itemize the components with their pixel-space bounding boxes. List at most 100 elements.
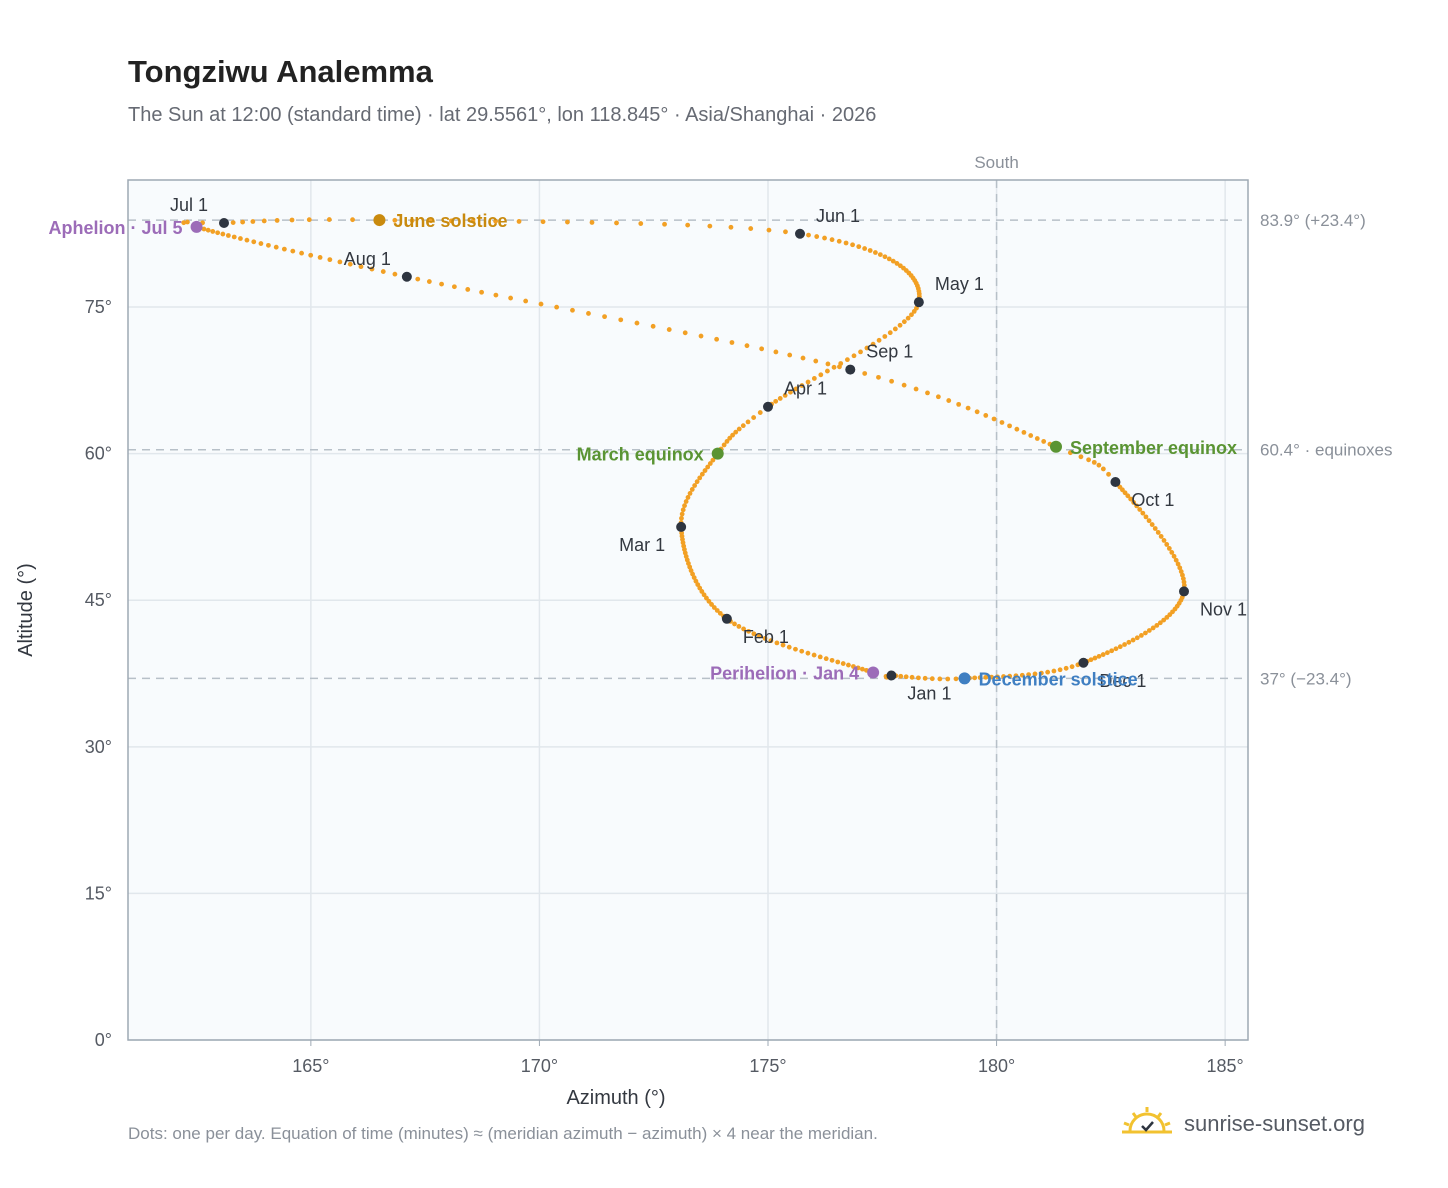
daily-dot (225, 233, 231, 238)
daily-dot (882, 334, 888, 339)
daily-dot (836, 238, 842, 244)
daily-dot (811, 652, 817, 658)
daily-dot (773, 349, 779, 355)
footnote: Dots: one per day. Equation of time (min… (128, 1124, 878, 1143)
daily-dot (465, 287, 471, 292)
daily-dot (1013, 673, 1019, 679)
daily-dot (538, 301, 544, 307)
daily-dot (449, 218, 454, 224)
y-tick-label: 30° (85, 737, 112, 757)
daily-dot (1161, 538, 1167, 543)
daily-dot (1146, 518, 1152, 524)
daily-dot (439, 281, 444, 287)
daily-dot (1143, 630, 1148, 636)
daily-dot (870, 341, 876, 347)
daily-dot (736, 426, 742, 432)
daily-dot (851, 353, 857, 359)
daily-dot (733, 429, 739, 435)
daily-dot (586, 311, 591, 316)
daily-dot (901, 319, 907, 325)
daily-dot (602, 314, 607, 320)
daily-dot (787, 352, 793, 358)
daily-dot (829, 657, 835, 663)
daily-dot (1057, 667, 1063, 673)
daily-dot (1138, 632, 1144, 638)
daily-dot (266, 242, 271, 248)
chart-title: Tongziwu Analemma (128, 54, 433, 89)
daily-dot (897, 322, 903, 328)
daily-dot (757, 410, 763, 415)
daily-dot (687, 491, 693, 496)
daily-dot (862, 371, 868, 376)
daily-dot (618, 317, 624, 323)
daily-dot (935, 394, 941, 400)
daily-dot (1164, 614, 1170, 620)
daily-dot (392, 217, 398, 223)
daily-dot (867, 248, 873, 253)
event-markers: June solstice December solstice March equi… (49, 211, 1237, 689)
daily-dot (1063, 665, 1069, 671)
month-label-sep-1: Sep 1 (866, 342, 913, 362)
daily-dot (744, 343, 750, 349)
daily-dot (679, 515, 684, 521)
daily-dot (741, 626, 746, 632)
daily-dot (705, 464, 711, 470)
daily-dot (901, 382, 907, 388)
daily-dot (780, 642, 786, 648)
daily-dot (210, 229, 216, 234)
daily-dot (817, 654, 823, 660)
daily-dot (983, 413, 989, 418)
month-marker-jun-1 (795, 228, 805, 239)
daily-dot (965, 405, 971, 411)
daily-dot (897, 263, 903, 269)
daily-dot (1026, 672, 1032, 678)
month-marker-apr-1 (763, 401, 773, 412)
daily-dot (1096, 462, 1102, 468)
daily-dot (589, 220, 595, 225)
daily-dot (724, 439, 730, 444)
daily-dot (1150, 625, 1156, 631)
daily-dot (746, 628, 751, 634)
daily-dot (922, 675, 928, 681)
daily-dot (289, 217, 295, 223)
daily-dot (261, 218, 267, 224)
daily-dot (662, 221, 667, 227)
daily-dot (850, 242, 855, 248)
daily-dot (937, 676, 943, 682)
daily-dot (689, 487, 695, 492)
daily-dot (840, 661, 846, 666)
daily-dot (873, 250, 878, 255)
month-label-may-1: May 1 (935, 274, 984, 294)
daily-dot (777, 396, 783, 401)
x-tick-label: 175° (749, 1056, 786, 1076)
daily-dot (1143, 514, 1149, 520)
month-label-oct-1: Oct 1 (1131, 490, 1174, 510)
y-tick-label: 0° (95, 1030, 112, 1050)
daily-dot (903, 674, 909, 680)
daily-dot (1032, 671, 1038, 677)
daily-dot (773, 398, 779, 404)
daily-dot (205, 227, 211, 233)
daily-dot (683, 499, 689, 504)
daily-dot (956, 401, 962, 407)
daily-dot (745, 419, 751, 425)
daily-dot (894, 261, 900, 266)
daily-dot (714, 336, 720, 342)
daily-dot (201, 226, 207, 232)
reference-line-label: 60.4° · equinoxes (1260, 441, 1393, 460)
plot-frame (127, 179, 1249, 1041)
y-tick-label: 15° (85, 883, 112, 903)
daily-dot (614, 220, 619, 226)
daily-dot (251, 239, 257, 245)
daily-dot (782, 392, 788, 398)
y-tick-label: 60° (85, 444, 112, 464)
brand-link[interactable]: sunrise-sunset.org (1120, 1104, 1365, 1144)
reference-line-label: 37° (−23.4°) (1260, 669, 1352, 688)
daily-dot (1169, 549, 1175, 555)
daily-dot (714, 608, 720, 613)
daily-dot (1007, 673, 1013, 679)
daily-dot (244, 237, 250, 243)
daily-dot (1131, 500, 1137, 505)
event-marker-september-equinox (1050, 440, 1062, 453)
daily-dot (1152, 526, 1158, 531)
